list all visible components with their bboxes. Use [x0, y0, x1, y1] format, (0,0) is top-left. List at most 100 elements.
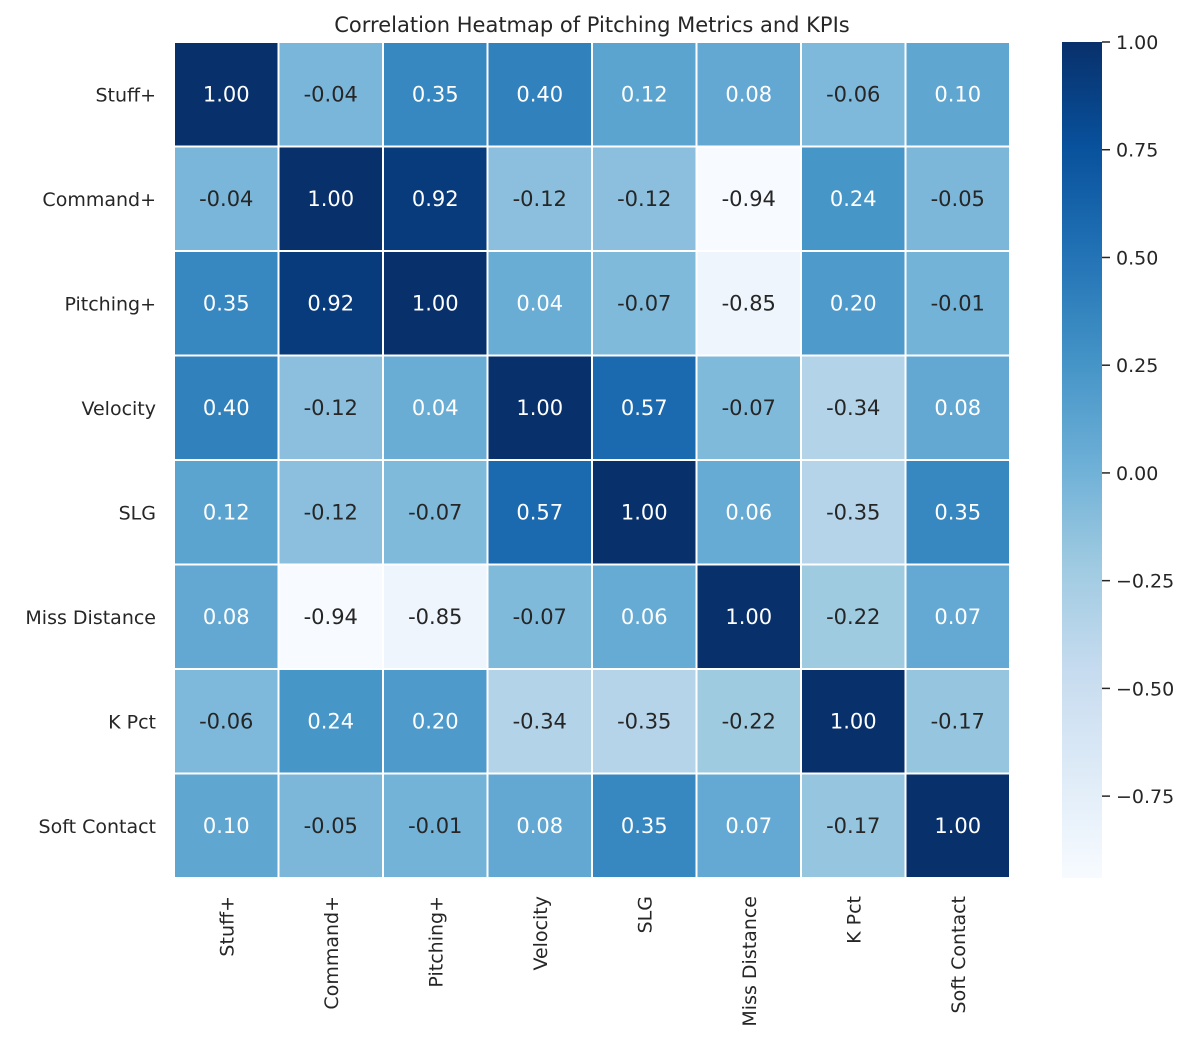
cell-value-label: -0.85 [722, 291, 776, 315]
column-tick-label: Miss Distance [739, 896, 761, 1027]
chart-title: Correlation Heatmap of Pitching Metrics … [334, 13, 849, 37]
cell-value-label: 0.08 [203, 605, 250, 629]
heatmap-cell [486, 354, 593, 461]
heatmap-cell [382, 563, 489, 670]
heatmap-cell [904, 41, 1011, 148]
cell-value-label: 0.57 [516, 500, 563, 524]
cell-value-label: -0.12 [304, 396, 358, 420]
heatmap-cell [695, 563, 802, 670]
cell-value-label: -0.17 [826, 814, 880, 838]
cell-value-label: 0.35 [412, 82, 459, 106]
heatmap-cell [904, 250, 1011, 357]
cell-value-label: 0.20 [830, 291, 877, 315]
cell-value-label: 0.08 [934, 396, 981, 420]
heatmap-cell [800, 354, 907, 461]
heatmap-cell [277, 668, 384, 775]
cell-value-label: 0.40 [203, 396, 250, 420]
cell-value-label: -0.12 [304, 500, 358, 524]
colorbar-tick-label: 0.00 [1116, 463, 1158, 485]
column-tick-label: Pitching+ [425, 896, 447, 988]
cell-value-label: -0.01 [408, 814, 462, 838]
heatmap-cell [277, 145, 384, 252]
heatmap-cell [695, 772, 802, 879]
cell-value-label: 0.40 [516, 82, 563, 106]
cell-value-label: -0.12 [513, 187, 567, 211]
heatmap-cell [800, 668, 907, 775]
heatmap-cell [904, 563, 1011, 670]
cell-value-label: 0.04 [412, 396, 459, 420]
cell-value-label: 0.06 [621, 605, 668, 629]
cell-value-label: -0.35 [826, 500, 880, 524]
cell-value-label: 0.10 [934, 82, 981, 106]
heatmap-cell [486, 250, 593, 357]
cell-value-label: -0.04 [304, 82, 358, 106]
heatmap-cell [173, 250, 280, 357]
column-tick-label: Soft Contact [948, 896, 970, 1013]
cell-value-label: -0.35 [617, 709, 671, 733]
cell-value-label: -0.05 [931, 187, 985, 211]
colorbar: 1.00 0.75 0.50 0.25 0.00 −0.25 −0.50 −0.75 [1062, 32, 1174, 878]
cell-value-label: 1.00 [307, 187, 354, 211]
heatmap-cell [382, 354, 489, 461]
cell-value-label: 1.00 [934, 814, 981, 838]
cell-value-label: -0.94 [722, 187, 776, 211]
heatmap-cell [591, 459, 698, 566]
heatmap-cell [486, 145, 593, 252]
heatmap-cell [382, 250, 489, 357]
colorbar-tick-label: 0.75 [1116, 140, 1158, 162]
heatmap-cell [173, 772, 280, 879]
cell-value-label: -0.94 [304, 605, 358, 629]
heatmap-cell [904, 772, 1011, 879]
heatmap-cell [800, 459, 907, 566]
row-tick-label: Command+ [42, 189, 156, 211]
column-tick-label: Stuff+ [216, 896, 238, 957]
colorbar-tick-label: 0.50 [1116, 247, 1158, 269]
cell-value-label: 0.35 [934, 500, 981, 524]
cell-value-label: 0.92 [307, 291, 354, 315]
heatmap-cells: 1.00 -0.04 0.35 0.40 0.12 0.08 -0.06 0.10 -0.04 1… [173, 41, 1011, 879]
heatmap-cell [591, 354, 698, 461]
cell-value-label: 0.20 [412, 709, 459, 733]
heatmap-cell [591, 668, 698, 775]
cell-value-label: -0.34 [513, 709, 567, 733]
column-tick-labels: Stuff+ Command+ Pitching+ Velocity SLG Miss D… [216, 896, 970, 1027]
heatmap-cell [800, 563, 907, 670]
cell-value-label: -0.04 [199, 187, 253, 211]
heatmap-cell [382, 41, 489, 148]
colorbar-gradient [1062, 42, 1102, 878]
heatmap-cell [382, 668, 489, 775]
heatmap-cell [173, 41, 280, 148]
cell-value-label: 0.07 [934, 605, 981, 629]
heatmap-cell [486, 772, 593, 879]
heatmap-cell [904, 668, 1011, 775]
heatmap-cell [173, 354, 280, 461]
cell-value-label: 0.92 [412, 187, 459, 211]
heatmap-cell [695, 41, 802, 148]
column-tick-label: Command+ [321, 896, 343, 1010]
row-tick-label: Miss Distance [25, 607, 156, 629]
cell-value-label: -0.07 [722, 396, 776, 420]
cell-value-label: 0.08 [725, 82, 772, 106]
heatmap-cell [382, 772, 489, 879]
heatmap-cell [904, 145, 1011, 252]
heatmap-cell [277, 563, 384, 670]
cell-value-label: 0.24 [307, 709, 354, 733]
cell-value-label: -0.05 [304, 814, 358, 838]
cell-value-label: 0.08 [516, 814, 563, 838]
heatmap-cell [277, 41, 384, 148]
cell-value-label: 1.00 [621, 500, 668, 524]
cell-value-label: 1.00 [725, 605, 772, 629]
cell-value-label: 0.12 [203, 500, 250, 524]
cell-value-label: 1.00 [412, 291, 459, 315]
row-tick-labels: Stuff+ Command+ Pitching+ Velocity SLG Miss D… [25, 84, 156, 838]
cell-value-label: -0.85 [408, 605, 462, 629]
cell-value-label: -0.07 [617, 291, 671, 315]
heatmap-cell [591, 772, 698, 879]
cell-value-label: -0.06 [826, 82, 880, 106]
heatmap-cell [173, 668, 280, 775]
cell-value-label: -0.06 [199, 709, 253, 733]
cell-value-label: 1.00 [830, 709, 877, 733]
heatmap-cell [695, 145, 802, 252]
heatmap-cell [800, 250, 907, 357]
